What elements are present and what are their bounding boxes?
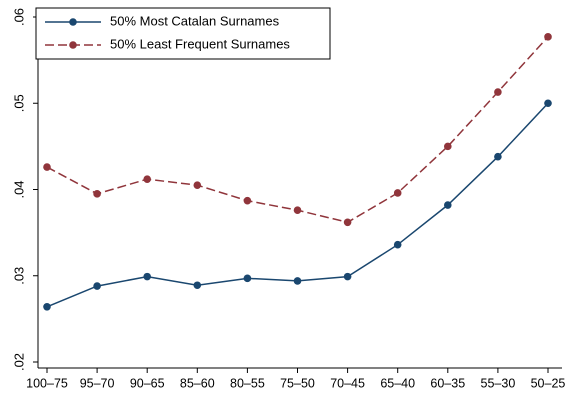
y-tick-label: .02 <box>11 353 26 371</box>
data-point <box>444 201 452 209</box>
x-tick-label: 100–75 <box>26 376 68 390</box>
x-tick-label: 90–65 <box>130 376 165 390</box>
x-tick-label: 95–70 <box>80 376 115 390</box>
legend-marker <box>69 41 77 49</box>
data-point <box>143 175 151 183</box>
data-point <box>393 240 402 249</box>
data-point <box>343 272 352 281</box>
data-point <box>544 99 552 108</box>
data-point <box>193 181 202 189</box>
data-point <box>393 189 402 197</box>
series-line <box>46 36 549 224</box>
y-tick-label: .04 <box>11 180 26 198</box>
x-tick-label: 85–60 <box>180 376 215 390</box>
data-point <box>93 190 101 198</box>
data-point <box>293 277 302 285</box>
legend-box <box>35 7 331 60</box>
y-tick-label: .03 <box>11 267 26 285</box>
data-point <box>143 272 151 281</box>
data-point <box>93 282 101 290</box>
legend-label: 50% Most Catalan Surnames <box>110 13 280 28</box>
data-point <box>293 206 302 214</box>
y-tick-label: .05 <box>11 94 26 112</box>
data-point <box>544 33 552 41</box>
data-point <box>494 88 502 96</box>
y-tick-label: .06 <box>11 8 26 26</box>
data-point <box>343 218 352 227</box>
data-point <box>494 152 502 161</box>
data-point <box>43 163 51 171</box>
legend-marker <box>69 18 77 26</box>
x-tick-label: 75–50 <box>280 376 315 390</box>
x-tick-label: 55–30 <box>481 376 516 390</box>
data-point <box>43 303 51 311</box>
legend-label: 50% Least Frequent Surnames <box>110 36 290 51</box>
x-tick-label: 80–55 <box>230 376 265 390</box>
x-tick-label: 65–40 <box>380 376 415 390</box>
x-tick-label: 50–25 <box>531 376 566 390</box>
data-point <box>243 274 252 283</box>
data-point <box>193 281 202 290</box>
series-line <box>46 102 549 308</box>
x-tick-label: 70–45 <box>330 376 365 390</box>
data-point <box>444 142 452 151</box>
data-point <box>243 196 252 205</box>
x-tick-label: 60–35 <box>430 376 465 390</box>
